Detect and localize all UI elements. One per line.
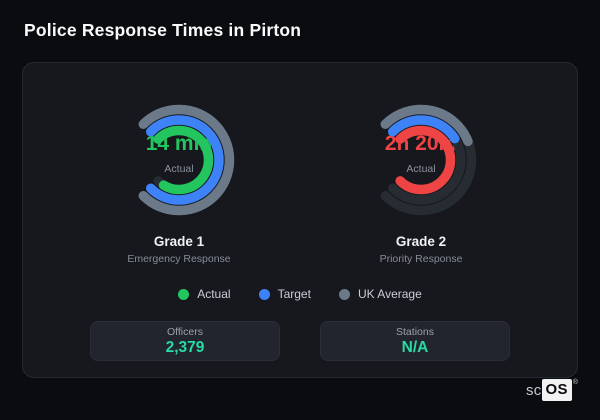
stat-row: Officers 2,379 Stations N/A: [23, 321, 577, 362]
registered-mark-icon: ®: [572, 378, 578, 386]
gauge-grade-1: 14 min Actual: [114, 95, 244, 225]
legend-item-target: Target: [258, 287, 311, 302]
stat-value: N/A: [401, 339, 429, 357]
legend: Actual Target UK Average: [23, 287, 577, 301]
legend-label: Actual: [197, 287, 231, 302]
brand-logo: sc OS ®: [526, 379, 578, 401]
gauge-subtitle: Emergency Response: [127, 253, 231, 266]
gauge-column-grade-1: 14 min Actual Grade 1 Emergency Response: [94, 95, 264, 265]
gauge-subtitle: Priority Response: [379, 253, 463, 266]
gauge-rings-chart: [380, 104, 477, 216]
dashboard-card: 14 min Actual Grade 1 Emergency Response…: [22, 62, 578, 378]
brand-box: OS: [541, 379, 572, 401]
brand-prefix: sc: [525, 381, 542, 399]
legend-dot-target-icon: [258, 288, 270, 300]
legend-label: Target: [277, 287, 311, 302]
gauge-title: Grade 2: [395, 234, 447, 249]
legend-item-actual: Actual: [178, 287, 231, 302]
gauge-column-grade-2: 2h 20m Actual Grade 2 Priority Response: [336, 95, 506, 265]
stat-value: 2,379: [165, 339, 205, 357]
gauge-rings-chart: [138, 104, 235, 216]
legend-dot-actual-icon: [178, 288, 190, 300]
page-title: Police Response Times in Pirton: [24, 20, 302, 40]
stat-label: Officers: [167, 325, 203, 338]
gauge-center-label: Actual: [406, 163, 436, 175]
legend-item-uk-average: UK Average: [338, 287, 422, 302]
stat-label: Stations: [396, 325, 434, 338]
stat-box-stations: Stations N/A: [320, 321, 510, 362]
gauge-grade-2: 2h 20m Actual: [356, 95, 486, 225]
legend-dot-uk-average-icon: [338, 288, 350, 300]
legend-label: UK Average: [357, 287, 422, 302]
gauge-row: 14 min Actual Grade 1 Emergency Response…: [23, 63, 577, 265]
gauge-center-label: Actual: [164, 163, 194, 175]
stat-box-officers: Officers 2,379: [90, 321, 280, 362]
gauge-title: Grade 1: [153, 234, 205, 249]
